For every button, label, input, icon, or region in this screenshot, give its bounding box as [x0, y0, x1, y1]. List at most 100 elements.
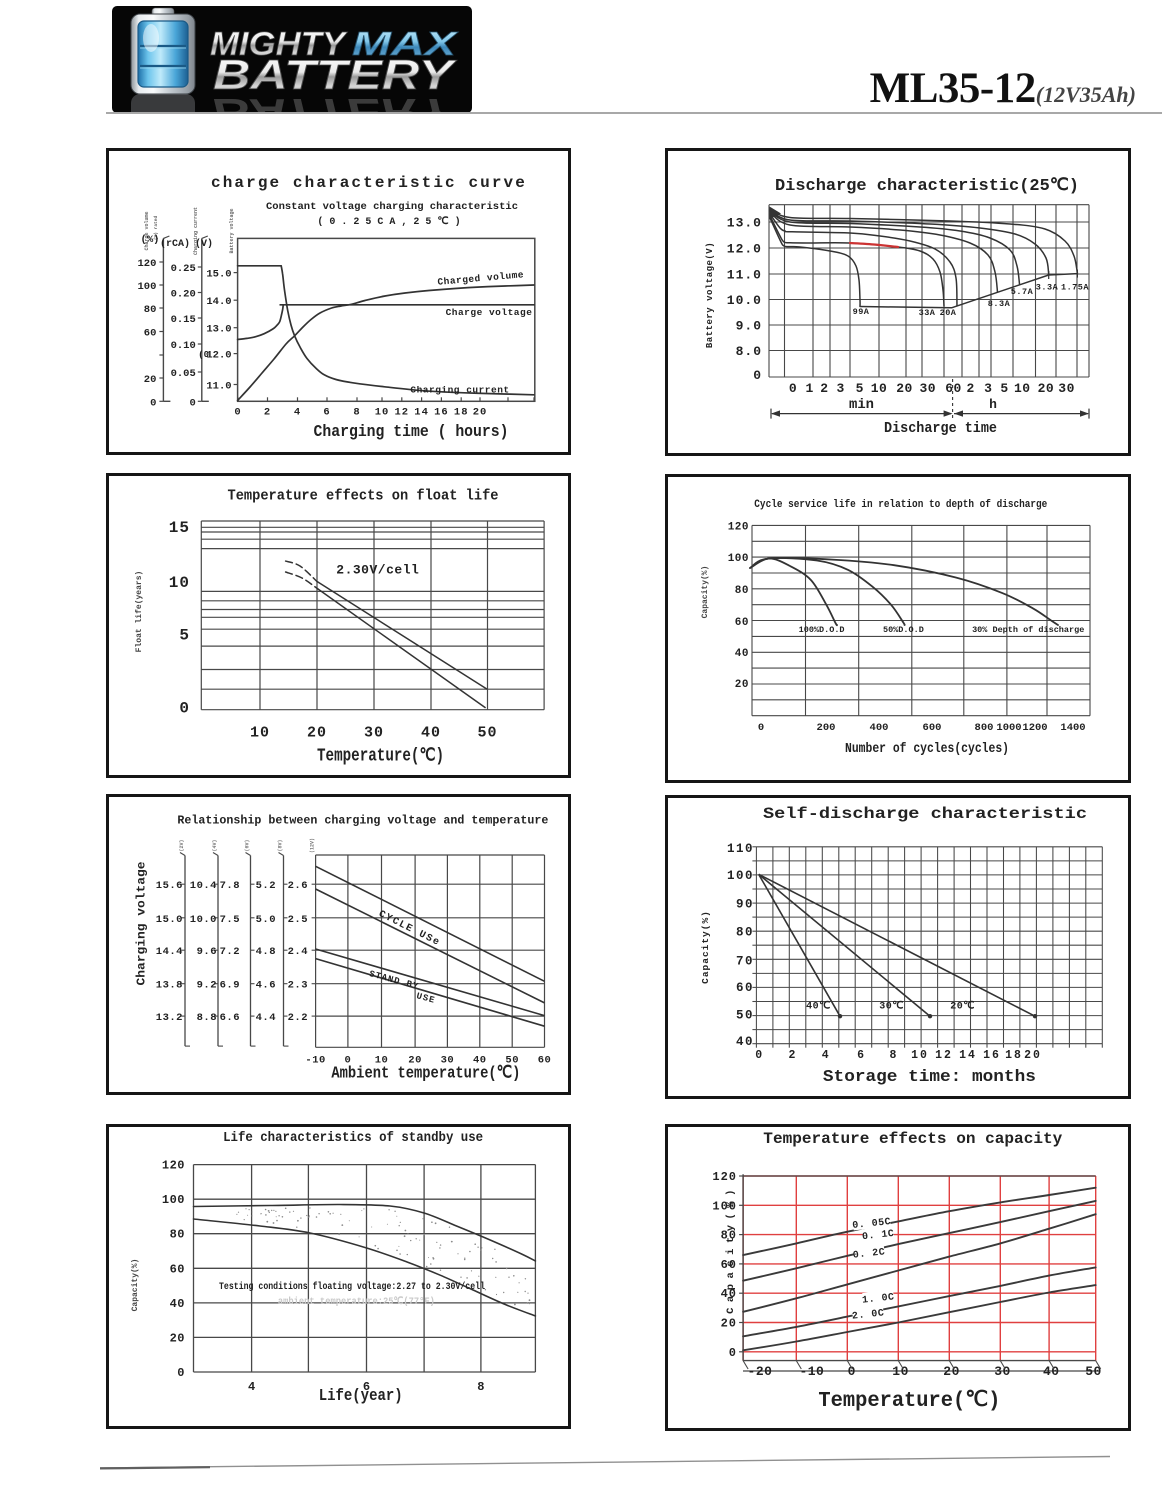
svg-text:0.05: 0.05 — [171, 368, 196, 380]
svg-text:9.0: 9.0 — [736, 319, 762, 334]
svg-text:10: 10 — [250, 725, 270, 742]
svg-text:-20: -20 — [748, 1364, 773, 1379]
svg-text:10: 10 — [375, 407, 390, 419]
svg-text:9.2: 9.2 — [197, 980, 217, 992]
svg-text:3: 3 — [837, 381, 845, 396]
svg-text:3.3A: 3.3A — [1036, 283, 1059, 293]
svg-text:-10: -10 — [799, 1364, 824, 1379]
svg-text:Float life(years): Float life(years) — [135, 571, 144, 653]
svg-text:1000: 1000 — [996, 722, 1021, 734]
svg-text:4.4: 4.4 — [256, 1012, 276, 1024]
svg-text:60: 60 — [144, 328, 157, 340]
svg-text:10: 10 — [911, 1049, 929, 1062]
svg-text:99A: 99A — [853, 307, 870, 317]
svg-text:40: 40 — [736, 1035, 754, 1049]
svg-text:13.0: 13.0 — [206, 324, 231, 336]
svg-text:18: 18 — [1005, 1049, 1023, 1062]
svg-text:80: 80 — [144, 304, 157, 316]
svg-text:Charging current: Charging current — [410, 385, 509, 396]
svg-text:Battery voltage: Battery voltage — [229, 208, 235, 253]
svg-text:0.20: 0.20 — [171, 289, 196, 301]
svg-text:5.7A: 5.7A — [1011, 287, 1034, 297]
svg-text:13.8: 13.8 — [156, 980, 183, 992]
svg-text:40: 40 — [421, 725, 441, 742]
svg-text:33A: 33A — [919, 308, 936, 318]
svg-text:2: 2 — [820, 381, 828, 396]
svg-text:14: 14 — [959, 1049, 977, 1062]
svg-text:20: 20 — [721, 1317, 737, 1331]
svg-text:(2V): (2V) — [179, 839, 185, 851]
svg-text:14: 14 — [414, 407, 429, 419]
svg-text:0: 0 — [755, 1049, 762, 1062]
svg-text:Temperature(℃): Temperature(℃) — [818, 1390, 1000, 1413]
svg-text:15.0: 15.0 — [156, 914, 183, 926]
svg-text:20: 20 — [1024, 1049, 1042, 1062]
svg-text:Ambient temperature(℃): Ambient temperature(℃) — [331, 1065, 520, 1084]
svg-text:charge characteristic curve: charge characteristic curve — [211, 174, 527, 192]
svg-text:Cycle service life in relation: Cycle service life in relation to depth … — [754, 499, 1047, 511]
svg-text:0: 0 — [753, 368, 762, 383]
svg-text:Charge volume: Charge volume — [144, 211, 150, 250]
svg-text:18: 18 — [454, 407, 469, 419]
svg-text:10.4: 10.4 — [190, 880, 217, 892]
svg-text:BATTERY: BATTERY — [213, 51, 458, 98]
svg-text:60: 60 — [945, 381, 962, 396]
svg-text:10: 10 — [892, 1364, 909, 1379]
svg-text:Number of cycles(cycles): Number of cycles(cycles) — [845, 742, 1009, 757]
svg-text:20: 20 — [943, 1364, 960, 1379]
svg-text:10.0: 10.0 — [190, 914, 217, 926]
svg-text:4.8: 4.8 — [256, 946, 276, 958]
svg-text:Capacity(%): Capacity(%) — [131, 1259, 140, 1312]
svg-text:Temperature effects on capaci: Temperature effects on capacity — [763, 1130, 1062, 1148]
svg-text:-10: -10 — [305, 1055, 325, 1067]
svg-text:50%D.O.D: 50%D.O.D — [883, 625, 924, 635]
svg-text:(12V): (12V) — [310, 838, 316, 853]
svg-text:0.25: 0.25 — [171, 263, 196, 275]
svg-text:3: 3 — [984, 381, 992, 396]
svg-text:1400: 1400 — [1060, 722, 1085, 734]
svg-text:0.15: 0.15 — [171, 314, 196, 326]
svg-text:Discharge time: Discharge time — [884, 420, 997, 437]
svg-text:12: 12 — [394, 407, 409, 419]
svg-text:6: 6 — [857, 1049, 864, 1062]
svg-text:6.9: 6.9 — [220, 980, 240, 992]
svg-text:Temperature(℃): Temperature(℃) — [317, 747, 444, 767]
svg-text:30: 30 — [919, 381, 936, 396]
svg-text:Charge voltage: Charge voltage — [446, 307, 533, 318]
svg-text:(8V): (8V) — [278, 839, 284, 851]
svg-text:50: 50 — [1085, 1364, 1102, 1379]
svg-text:10: 10 — [375, 1055, 389, 1067]
svg-text:60: 60 — [170, 1262, 185, 1276]
svg-text:40: 40 — [473, 1055, 487, 1067]
svg-text:h: h — [989, 397, 997, 412]
svg-text:11.0: 11.0 — [727, 268, 762, 283]
svg-text:12: 12 — [935, 1049, 953, 1062]
svg-text:200: 200 — [817, 722, 836, 734]
svg-text:12.0: 12.0 — [727, 242, 762, 257]
svg-text:5: 5 — [179, 626, 190, 644]
svg-text:2.6: 2.6 — [288, 880, 308, 892]
svg-text:0: 0 — [189, 397, 195, 409]
svg-text:Battery voltage(V): Battery voltage(V) — [705, 242, 715, 348]
svg-text:Storage time: months: Storage time: months — [823, 1068, 1036, 1087]
svg-text:ambient temperature:25℃(77°F): ambient temperature:25℃(77°F) — [278, 1295, 435, 1308]
svg-text:1: 1 — [805, 381, 813, 396]
svg-text:Self-discharge characteristic: Self-discharge characteristic — [763, 805, 1087, 823]
svg-text:400: 400 — [870, 722, 889, 734]
svg-text:800: 800 — [975, 722, 994, 734]
svg-text:90: 90 — [736, 898, 754, 912]
svg-text:10: 10 — [871, 381, 888, 396]
svg-text:110: 110 — [727, 842, 754, 856]
svg-text:16: 16 — [434, 407, 449, 419]
svg-text:min: min — [849, 397, 874, 413]
svg-text:6: 6 — [363, 1380, 370, 1394]
svg-text:(rCA): (rCA) — [160, 238, 190, 250]
svg-text:50: 50 — [505, 1055, 519, 1067]
svg-text:0: 0 — [177, 1366, 185, 1380]
svg-text:60: 60 — [736, 981, 754, 995]
svg-text:(%) rated: (%) rated — [153, 216, 159, 241]
svg-text:100%D.O.D: 100%D.O.D — [799, 625, 845, 635]
svg-text:20: 20 — [1038, 381, 1055, 396]
svg-text:11.0: 11.0 — [206, 381, 231, 393]
svg-text:0: 0 — [234, 407, 241, 419]
